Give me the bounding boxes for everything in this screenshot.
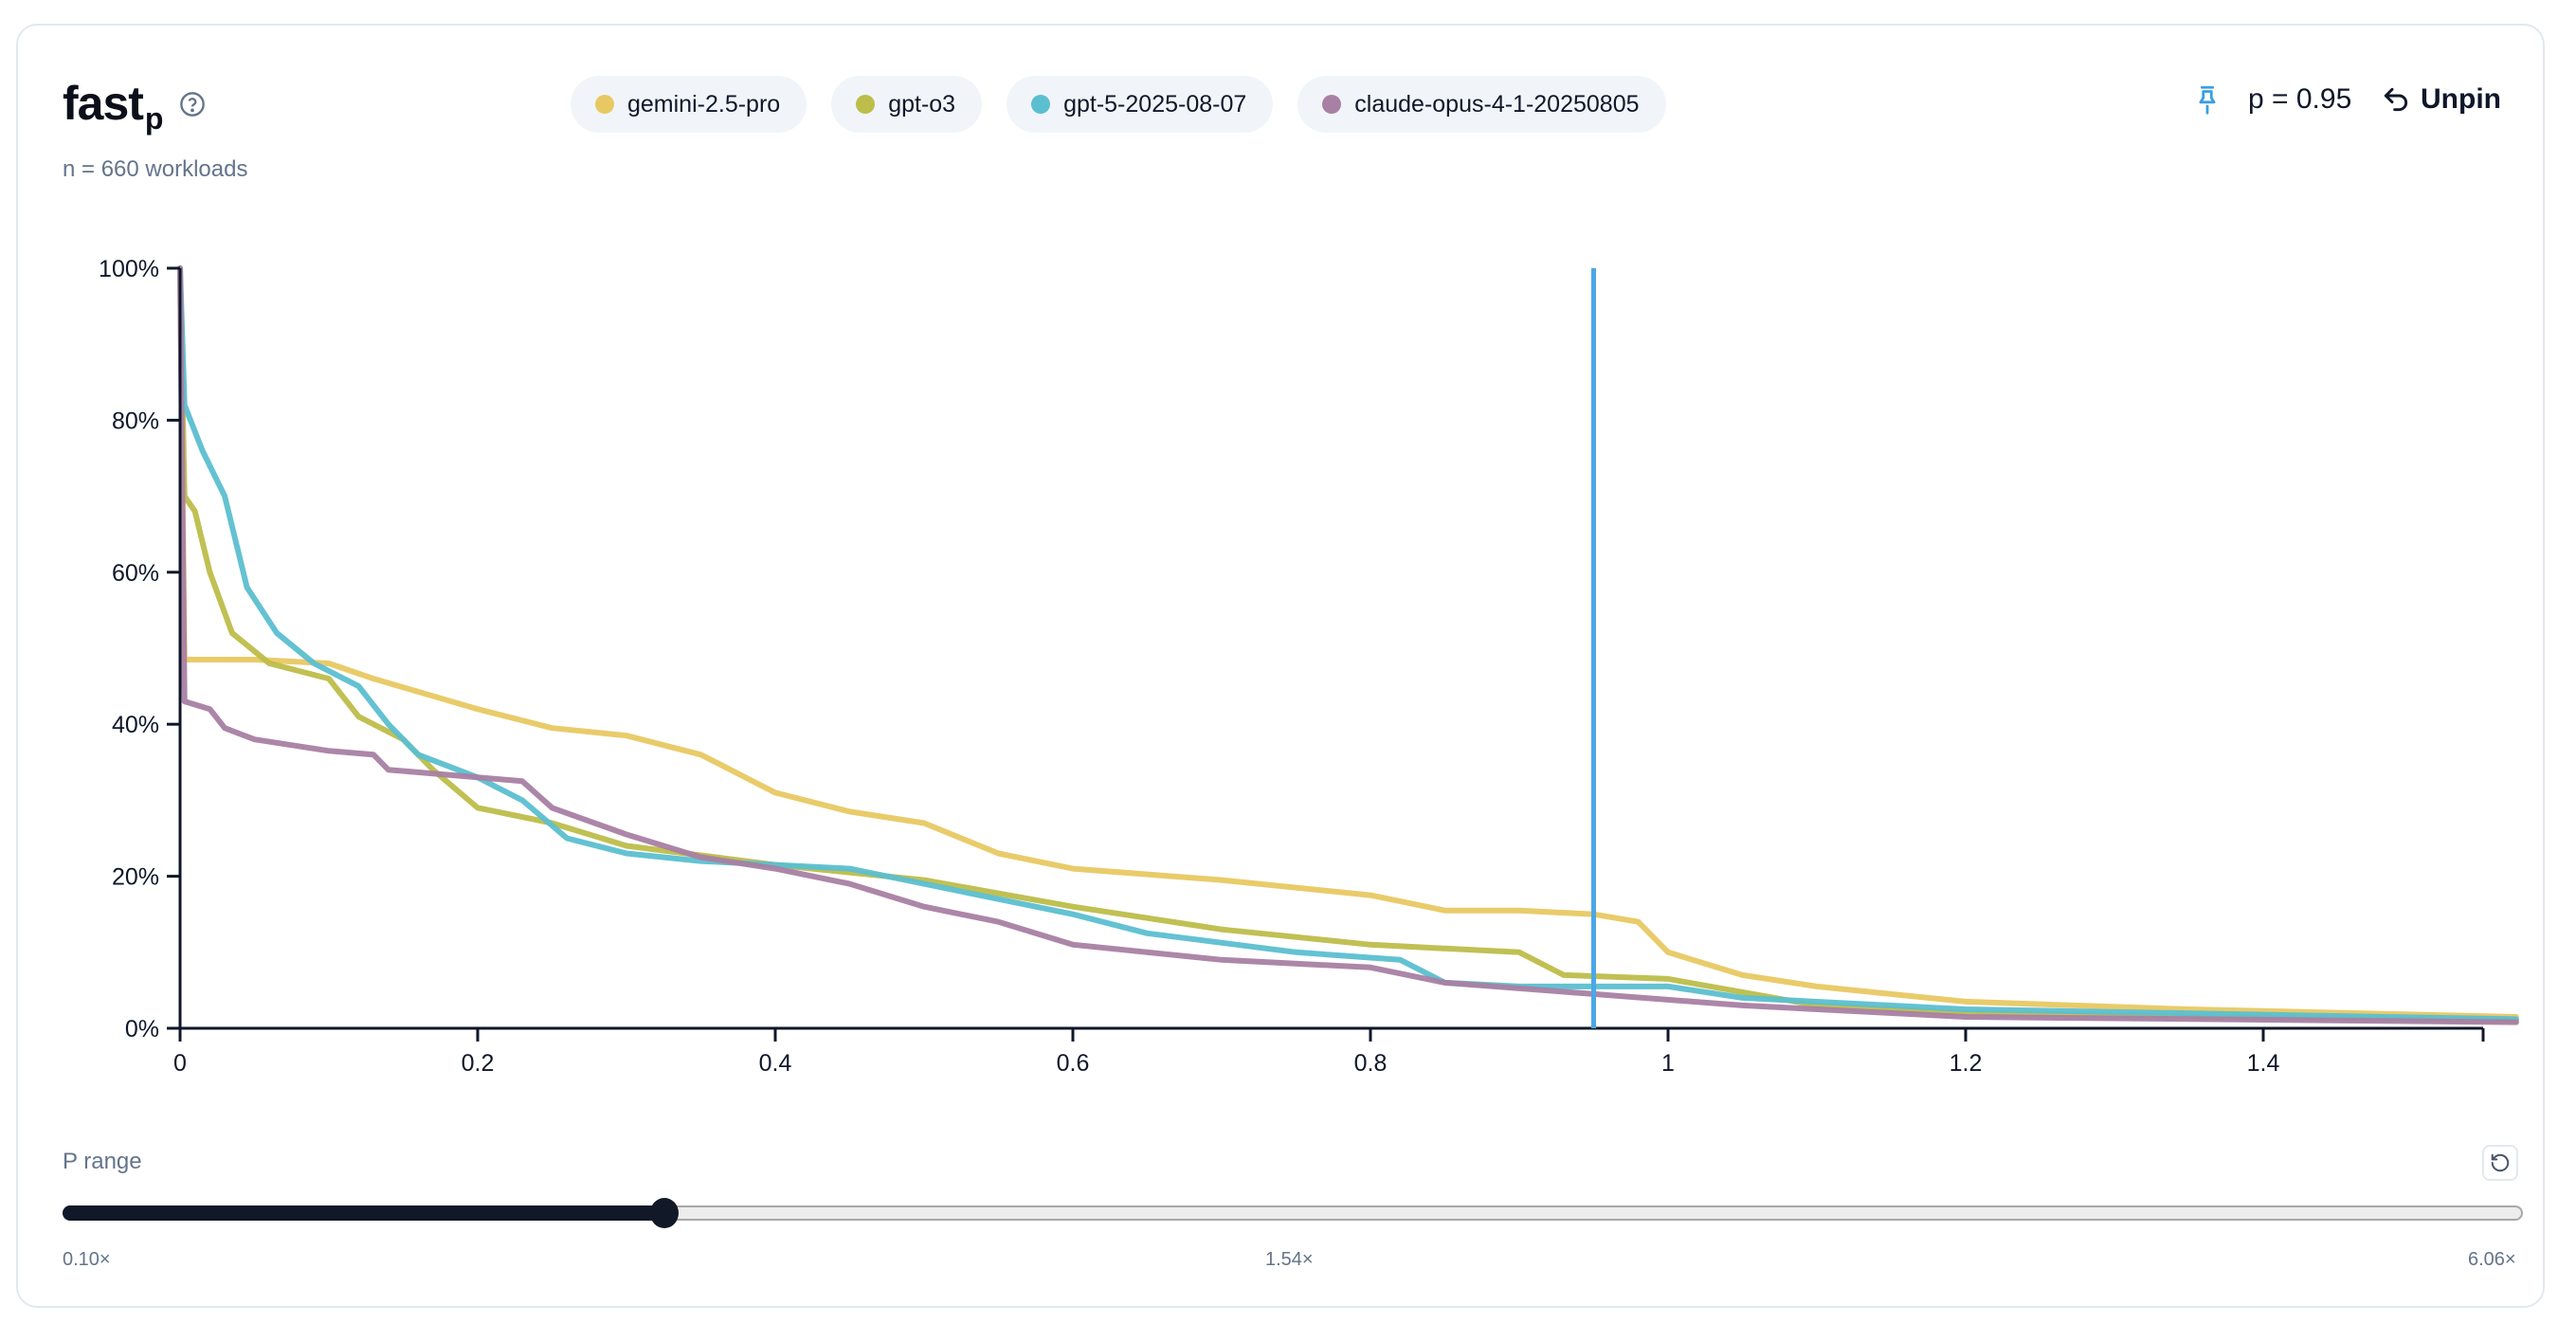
x-tick-label: 0.2 xyxy=(462,1050,495,1077)
title-subscript: p xyxy=(144,101,164,136)
slider-mid-label: 1.54× xyxy=(1265,1249,1314,1270)
undo-icon xyxy=(2384,87,2408,112)
legend: gemini-2.5-pro gpt-o3 gpt-5-2025-08-07 c… xyxy=(571,76,1666,133)
legend-item-gpt-o3[interactable]: gpt-o3 xyxy=(831,76,983,133)
legend-dot xyxy=(1031,95,1051,114)
x-tick-label: 1.2 xyxy=(1950,1050,1983,1077)
legend-dot xyxy=(856,95,876,114)
x-tick-label: 0.8 xyxy=(1354,1050,1388,1077)
p-range-slider-fill xyxy=(63,1205,665,1221)
legend-label: claude-opus-4-1-20250805 xyxy=(1354,90,1640,118)
pinned-p-indicator: p = 0.95 xyxy=(2191,83,2351,116)
legend-label: gpt-5-2025-08-07 xyxy=(1063,90,1247,118)
p-range-slider-thumb[interactable] xyxy=(650,1198,679,1228)
series-line-gpt-5-2025-08-07[interactable] xyxy=(177,265,2519,1023)
y-tick-label: 80% xyxy=(112,408,159,434)
workload-count: n = 660 workloads xyxy=(63,156,248,182)
x-tick-label: 0 xyxy=(173,1050,187,1077)
fastp-line-chart[interactable]: 0% 20% 40% 60% 80% 100% 0 0.2 0.4 0.6 0.8 1 1.2 1.4 xyxy=(0,0,2576,1118)
pin-icon xyxy=(2199,85,2216,115)
x-tick-label: 0.6 xyxy=(1057,1050,1090,1077)
title-text: fast xyxy=(63,77,144,130)
y-tick-label: 40% xyxy=(112,712,159,738)
p-range-label: P range xyxy=(63,1149,142,1174)
y-tick-label: 100% xyxy=(99,256,159,282)
legend-item-gemini[interactable]: gemini-2.5-pro xyxy=(571,76,807,133)
x-tick-label: 1.4 xyxy=(2247,1050,2280,1077)
legend-item-gpt-5[interactable]: gpt-5-2025-08-07 xyxy=(1007,76,1274,133)
slider-min-label: 0.10× xyxy=(63,1249,111,1270)
legend-label: gemini-2.5-pro xyxy=(627,90,781,118)
reset-icon xyxy=(2491,1153,2510,1172)
legend-item-claude-opus[interactable]: claude-opus-4-1-20250805 xyxy=(1297,76,1666,133)
y-tick-label: 60% xyxy=(112,560,159,587)
chart-title: fastp xyxy=(63,76,164,136)
series-line-gemini-2.5-pro[interactable] xyxy=(177,265,2519,1020)
legend-label: gpt-o3 xyxy=(888,90,956,118)
x-tick-label: 0.4 xyxy=(759,1050,792,1077)
x-tick-label: 1 xyxy=(1661,1050,1675,1077)
unpin-button[interactable]: Unpin xyxy=(2381,83,2501,116)
reset-range-button[interactable] xyxy=(2482,1145,2518,1181)
fastp-card xyxy=(16,24,2545,1308)
series-line-claude-opus-4-1-20250805[interactable] xyxy=(177,265,2519,1025)
y-tick-label: 0% xyxy=(125,1016,159,1042)
pinned-p-value: p = 0.95 xyxy=(2248,83,2352,115)
question-circle-icon[interactable] xyxy=(179,91,206,118)
legend-dot xyxy=(595,95,614,114)
series-line-gpt-o3[interactable] xyxy=(177,265,2519,1024)
slider-max-label: 6.06× xyxy=(2468,1249,2516,1270)
legend-dot xyxy=(1322,95,1342,114)
unpin-label: Unpin xyxy=(2421,83,2501,115)
y-tick-label: 20% xyxy=(112,864,159,891)
